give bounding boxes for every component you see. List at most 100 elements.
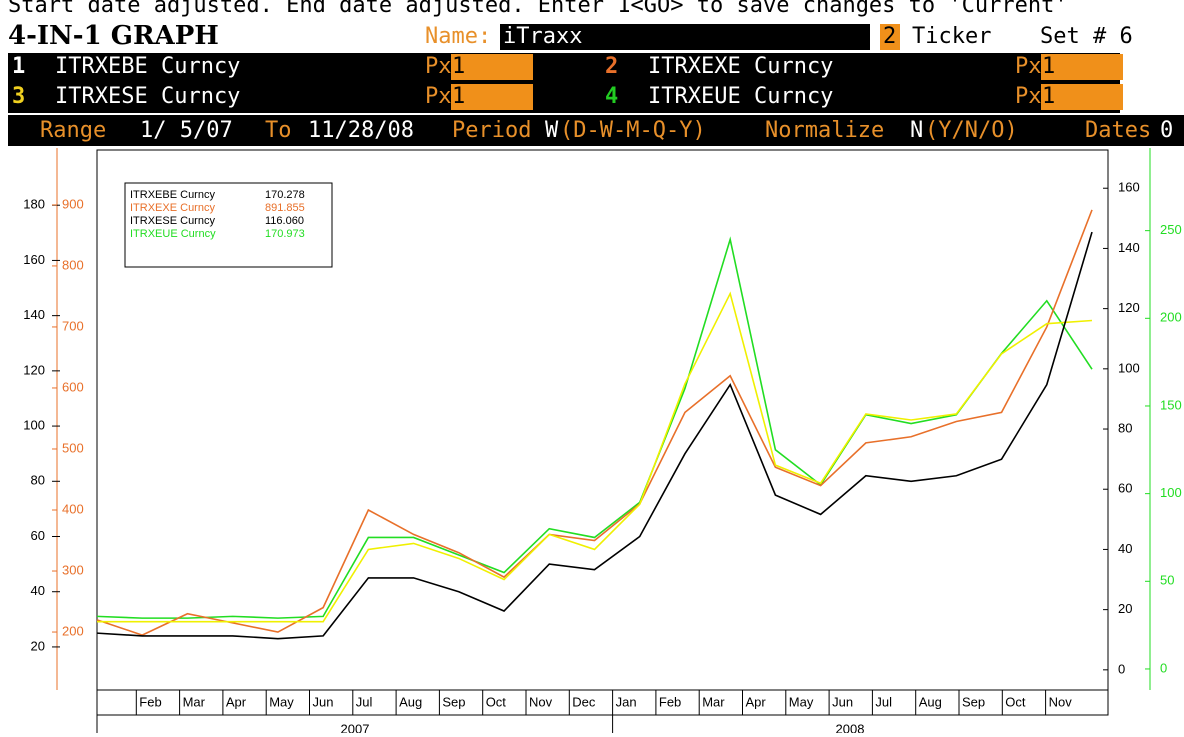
legend-last: 116.060 <box>265 215 304 227</box>
row-field: Px <box>425 84 452 109</box>
month-label: Jul <box>356 694 373 709</box>
set-label: Set # 6 <box>1040 24 1133 49</box>
y-tick-label: 80 <box>31 473 45 488</box>
field-box[interactable] <box>1041 54 1123 80</box>
row-number: 2 <box>605 54 618 79</box>
month-label: Feb <box>659 694 681 709</box>
series-line <box>96 236 1093 619</box>
month-label: Nov <box>1049 694 1073 709</box>
period-value[interactable]: W <box>545 118 559 143</box>
row-field: Px <box>425 54 452 79</box>
dates-label: Dates <box>1085 118 1151 143</box>
field-box[interactable] <box>451 84 533 110</box>
legend-name: ITRXESE Curncy <box>130 215 215 227</box>
month-label: Oct <box>1005 694 1026 709</box>
range-label: Range <box>40 118 106 143</box>
y-tick-label: 0 <box>1118 661 1125 676</box>
month-label: Dec <box>572 694 596 709</box>
legend-last: 891.855 <box>265 202 305 214</box>
month-label: May <box>269 694 294 709</box>
row-ticker[interactable]: ITRXEXE Curncy <box>648 54 833 79</box>
y-tick-label: 900 <box>62 196 84 211</box>
period-options: (D-W-M-Q-Y) <box>560 118 706 143</box>
y-tick-label: 300 <box>62 562 84 577</box>
field-box[interactable] <box>1041 84 1123 110</box>
legend-name: ITRXEBE Curncy <box>130 189 215 201</box>
range-start[interactable]: 1/ 5/07 <box>140 118 233 143</box>
y-tick-label: 600 <box>62 379 84 394</box>
normalize-label: Normalize <box>765 118 884 143</box>
y-tick-label: 200 <box>62 623 84 638</box>
series-line <box>97 291 1093 623</box>
y-tick-label: 150 <box>1160 397 1182 412</box>
ticker-label: Ticker <box>912 24 991 49</box>
dates-value[interactable]: 0 <box>1160 118 1173 143</box>
month-label: Aug <box>919 694 942 709</box>
month-label: Jan <box>616 694 637 709</box>
month-label: Mar <box>702 694 725 709</box>
month-label: Feb <box>139 694 161 709</box>
series-line <box>96 209 1093 636</box>
y-tick-label: 140 <box>1118 240 1140 255</box>
y-tick-label: 40 <box>1118 541 1132 556</box>
month-label: Oct <box>486 694 507 709</box>
y-tick-label: 700 <box>62 318 84 333</box>
y-tick-label: 250 <box>1160 222 1182 237</box>
status-line: Start date adjusted. End date adjusted. … <box>8 0 1068 18</box>
y-tick-label: 120 <box>1118 300 1140 315</box>
y-tick-label: 0 <box>1160 660 1167 675</box>
y-tick-label: 60 <box>31 528 45 543</box>
month-label: Nov <box>529 694 553 709</box>
legend-last: 170.278 <box>265 189 305 201</box>
ticker-box[interactable] <box>880 24 900 50</box>
y-tick-label: 160 <box>1118 180 1140 195</box>
month-label: Aug <box>399 694 422 709</box>
range-end[interactable]: 11/28/08 <box>308 118 414 143</box>
y-tick-label: 20 <box>1118 601 1132 616</box>
row-field: Px <box>1015 84 1042 109</box>
month-label: May <box>789 694 814 709</box>
month-label: Apr <box>746 694 767 709</box>
normalize-options: (Y/N/O) <box>925 118 1018 143</box>
y-tick-label: 100 <box>1160 485 1182 500</box>
y-tick-label: 800 <box>62 257 84 272</box>
y-tick-label: 160 <box>23 252 45 267</box>
name-field[interactable] <box>500 24 870 50</box>
row-ticker[interactable]: ITRXEBE Curncy <box>55 54 240 79</box>
y-tick-label: 100 <box>23 418 45 433</box>
normalize-value[interactable]: N <box>910 118 923 143</box>
ticker-num: 2 <box>883 24 896 49</box>
row-number: 3 <box>12 84 25 109</box>
y-tick-label: 40 <box>31 583 45 598</box>
row-field-value: 1 <box>452 84 465 109</box>
y-tick-label: 180 <box>23 197 45 212</box>
series-line <box>96 231 1093 640</box>
y-tick-label: 60 <box>1118 481 1132 496</box>
row-field-value: 1 <box>1042 54 1055 79</box>
month-label: Sep <box>962 694 985 709</box>
name-value: iTraxx <box>503 24 582 49</box>
legend-last: 170.973 <box>265 228 305 240</box>
month-row <box>96 689 1109 716</box>
row-field-value: 1 <box>1042 84 1055 109</box>
month-label: Jun <box>313 694 334 709</box>
month-label: Sep <box>442 694 465 709</box>
screen-title: 4-IN-1 GRAPH <box>8 21 219 51</box>
row-number: 1 <box>12 54 25 79</box>
legend-name: ITRXEXE Curncy <box>130 202 215 214</box>
row-ticker[interactable]: ITRXESE Curncy <box>55 84 240 109</box>
y-tick-label: 140 <box>23 307 45 322</box>
y-tick-label: 500 <box>62 440 84 455</box>
name-label: Name: <box>425 24 491 49</box>
legend-box <box>124 182 333 268</box>
month-label: Jul <box>875 694 892 709</box>
y-tick-label: 200 <box>1160 310 1182 325</box>
row-ticker[interactable]: ITRXEUE Curncy <box>648 84 833 109</box>
y-tick-label: 20 <box>31 638 45 653</box>
y-tick-label: 50 <box>1160 573 1174 588</box>
field-box[interactable] <box>451 54 533 80</box>
month-label: Apr <box>226 694 247 709</box>
month-label: Jun <box>832 694 853 709</box>
